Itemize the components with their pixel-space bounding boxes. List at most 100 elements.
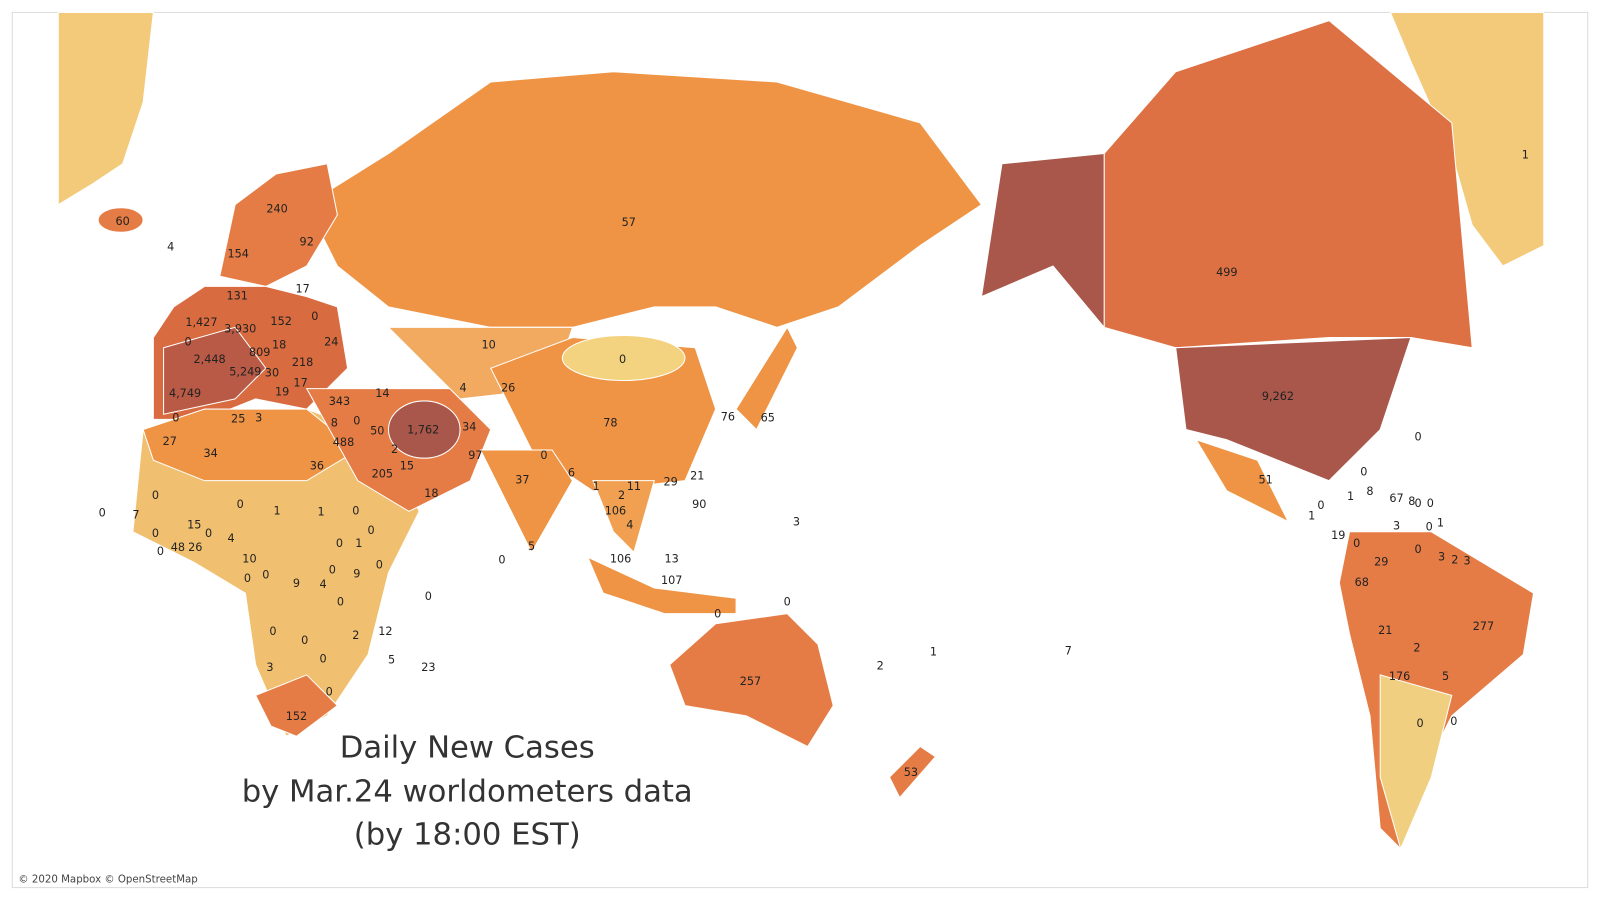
- region-label: 1: [1437, 517, 1444, 530]
- region-label: 19: [275, 386, 289, 399]
- region-label: 257: [740, 675, 761, 688]
- region-label: 12: [378, 625, 392, 638]
- region-label: 8: [331, 416, 338, 429]
- region-label: 3: [793, 516, 800, 529]
- region-label: 5: [388, 654, 395, 667]
- new-zealand: [888, 745, 937, 799]
- region-label: 9: [353, 568, 360, 581]
- western-europe: [163, 326, 267, 415]
- region-label: 3,930: [224, 322, 256, 335]
- region-label: 34: [203, 447, 217, 460]
- region-label: 2: [618, 489, 625, 502]
- region-label: 4: [167, 241, 174, 254]
- region-label: 0: [1414, 543, 1421, 556]
- region-label: 36: [310, 459, 324, 472]
- region-label: 205: [372, 468, 393, 481]
- region-label: 1,427: [185, 316, 217, 329]
- region-label: 92: [300, 235, 314, 248]
- region-label: 0: [425, 590, 432, 603]
- attribution: © 2020 Mapbox © OpenStreetMap: [18, 874, 197, 885]
- region-label: 8: [1408, 495, 1415, 508]
- region-label: 24: [324, 336, 338, 349]
- region-label: 8: [1366, 485, 1373, 498]
- region-label: 2: [877, 660, 884, 673]
- region-label: 7: [132, 508, 139, 521]
- region-label: 106: [610, 552, 631, 565]
- region-label: 13: [665, 552, 679, 565]
- region-label: 0: [336, 537, 343, 550]
- region-label: 0: [152, 489, 159, 502]
- russia: [306, 71, 983, 328]
- region-label: 0: [1427, 497, 1434, 510]
- region-label: 154: [227, 248, 248, 261]
- region-label: 25: [231, 412, 245, 425]
- title-line: (by 18:00 EST): [354, 818, 581, 853]
- region-label: 4: [626, 519, 633, 532]
- region-label: 499: [1216, 266, 1237, 279]
- region-label: 0: [352, 504, 359, 517]
- region-label: 0: [262, 569, 269, 582]
- region-label: 0: [205, 527, 212, 540]
- southern-cone: [1379, 674, 1453, 851]
- region-label: 107: [661, 574, 682, 587]
- region-label: 15: [187, 519, 201, 532]
- region-label: 9,262: [1262, 390, 1294, 403]
- region-label: 1: [1308, 509, 1315, 522]
- region-label: 0: [1414, 431, 1421, 444]
- region-label: 0: [157, 545, 164, 558]
- region-label: 23: [421, 661, 435, 674]
- region-label: 21: [1378, 624, 1392, 637]
- region-label: 106: [605, 504, 626, 517]
- region-label: 9: [293, 577, 300, 590]
- iceland: [97, 207, 144, 233]
- region-label: 65: [761, 411, 775, 424]
- land: [57, 11, 1545, 851]
- region-label: 176: [1389, 670, 1410, 683]
- australia: [669, 613, 834, 748]
- region-label: 0: [185, 336, 192, 349]
- alaska: [980, 152, 1105, 329]
- region-label: 26: [501, 382, 515, 395]
- region-label: 3: [255, 411, 262, 424]
- region-label: 0: [784, 595, 791, 608]
- title-line: Daily New Cases: [340, 731, 595, 766]
- region-label: 0: [319, 653, 326, 666]
- region-label: 1: [1522, 149, 1529, 162]
- region-label: 0: [714, 608, 721, 621]
- region-label: 3: [266, 661, 273, 674]
- southeast-asia: [592, 480, 655, 554]
- region-label: 2: [352, 629, 359, 642]
- region-label: 6: [568, 467, 575, 480]
- region-label: 152: [286, 710, 307, 723]
- region-label: 10: [242, 552, 256, 565]
- region-label: 0: [1317, 499, 1324, 512]
- region-label: 17: [295, 282, 309, 295]
- region-label: 30: [265, 366, 279, 379]
- region-label: 1,762: [407, 424, 439, 437]
- region-label: 90: [692, 498, 706, 511]
- region-label: 0: [1450, 715, 1457, 728]
- region-label: 0: [301, 634, 308, 647]
- region-label: 1: [1347, 490, 1354, 503]
- mongolia: [561, 334, 686, 381]
- region-label: 4: [460, 382, 467, 395]
- region-label: 60: [116, 215, 130, 228]
- region-label: 0: [498, 553, 505, 566]
- japan: [735, 326, 799, 431]
- region-label: 0: [172, 411, 179, 424]
- region-label: 18: [424, 487, 438, 500]
- region-label: 19: [1331, 529, 1345, 542]
- north-africa: [142, 408, 359, 482]
- region-label: 2: [1413, 641, 1420, 654]
- region-label: 240: [266, 203, 287, 216]
- region-label: 0: [329, 564, 336, 577]
- region-label: 3: [1464, 554, 1471, 567]
- region-label: 0: [311, 310, 318, 323]
- region-label: 1: [355, 537, 362, 550]
- region-label: 2,448: [193, 353, 225, 366]
- region-label: 1: [317, 505, 324, 518]
- region-label: 0: [337, 595, 344, 608]
